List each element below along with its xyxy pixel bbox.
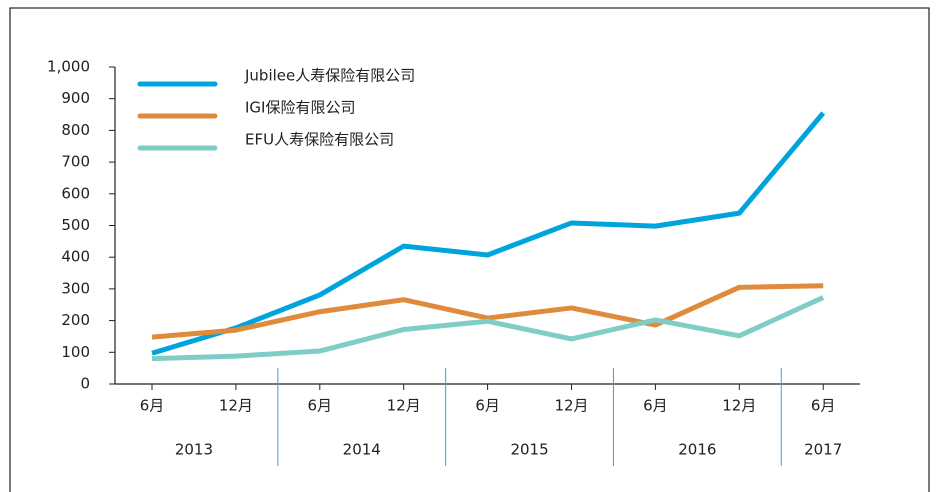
y-tick-label: 700	[61, 153, 90, 171]
y-tick-label: 200	[61, 311, 90, 329]
y-tick-label: 800	[61, 121, 90, 139]
legend-label: IGI保险有限公司	[245, 99, 355, 117]
x-group-label: 2014	[343, 441, 381, 459]
x-group-label: 2013	[175, 441, 213, 459]
series-line	[151, 295, 825, 362]
x-tick-label: 6月	[140, 397, 165, 415]
x-tick-label: 12月	[554, 397, 588, 415]
x-tick-label: 6月	[643, 397, 668, 415]
x-tick-label: 6月	[308, 397, 333, 415]
y-tick-label: 300	[61, 279, 90, 297]
y-tick-label: 0	[80, 375, 90, 393]
y-tick-label: 1,000	[47, 58, 90, 76]
x-tick-label: 12月	[387, 397, 421, 415]
x-group-label: 2016	[678, 441, 716, 459]
x-tick-label: 6月	[475, 397, 500, 415]
y-tick-label: 900	[61, 89, 90, 107]
y-tick-label: 100	[61, 343, 90, 361]
y-tick-label: 500	[61, 216, 90, 234]
x-tick-label: 6月	[811, 397, 836, 415]
y-tick-label: 400	[61, 248, 90, 266]
series-line	[151, 111, 826, 356]
x-tick-label: 12月	[219, 397, 253, 415]
x-group-label: 2017	[804, 441, 842, 459]
series-line	[151, 283, 824, 340]
frame	[9, 7, 930, 492]
x-tick-label: 12月	[722, 397, 756, 415]
y-tick-label: 600	[61, 184, 90, 202]
legend-label: Jubilee人寿保险有限公司	[244, 67, 415, 85]
legend-label: EFU人寿保险有限公司	[245, 131, 394, 149]
x-group-label: 2015	[510, 441, 548, 459]
